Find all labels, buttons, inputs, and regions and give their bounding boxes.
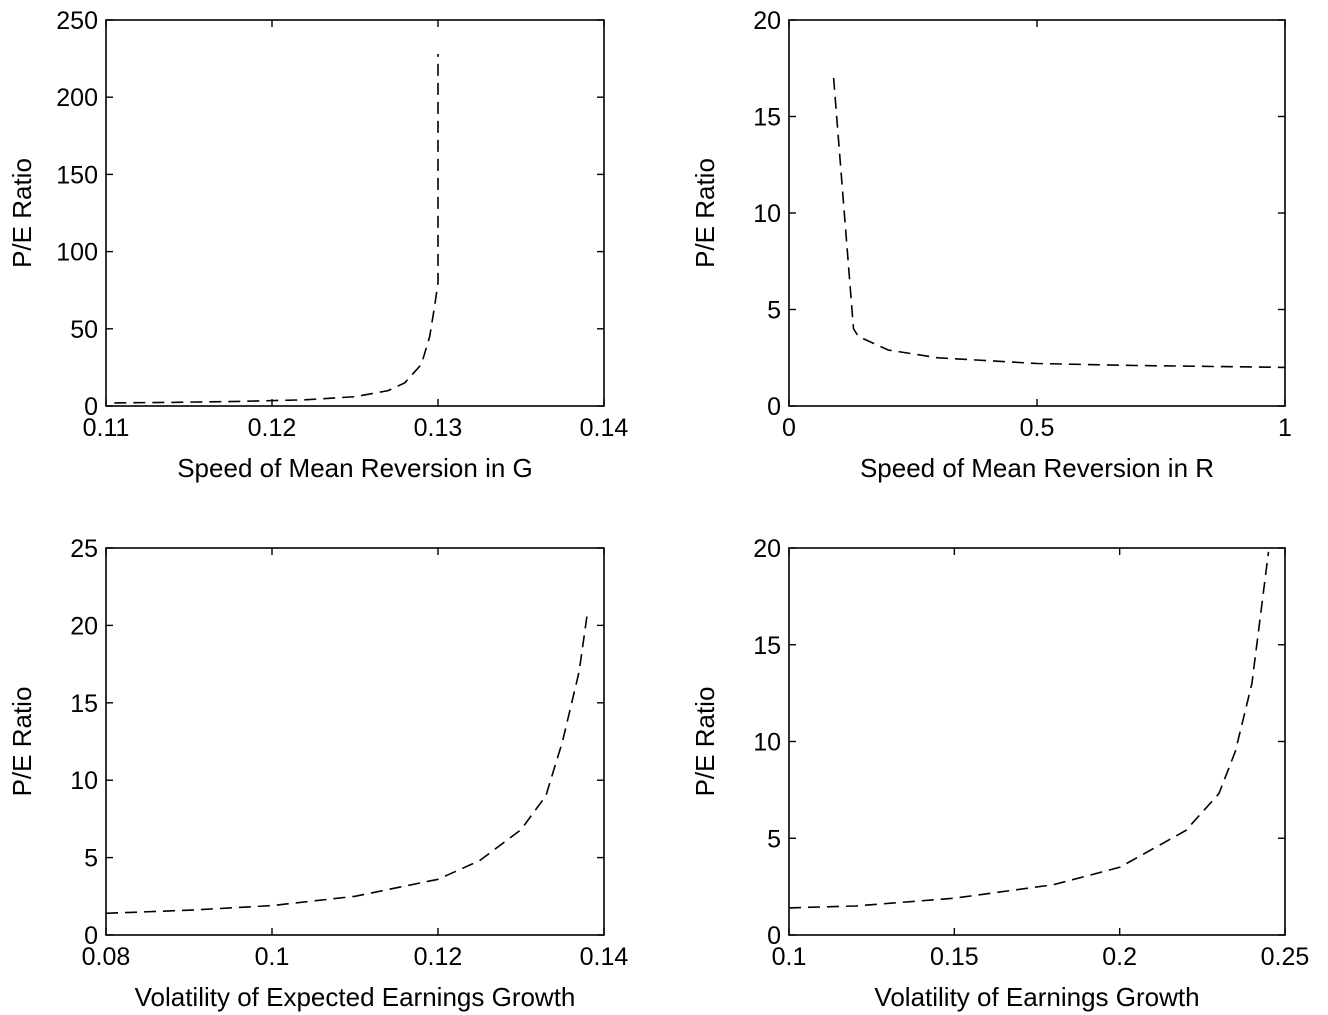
x-tick-label: 0.14 bbox=[580, 943, 629, 971]
x-axis-label: Volatility of Earnings Growth bbox=[874, 982, 1199, 1012]
x-axis-label: Volatility of Expected Earnings Growth bbox=[135, 982, 576, 1012]
y-tick-label: 15 bbox=[70, 690, 98, 718]
y-tick-label: 100 bbox=[56, 239, 98, 267]
y-tick-label: 150 bbox=[56, 161, 98, 189]
y-tick-label: 0 bbox=[84, 922, 98, 950]
plot-frame bbox=[789, 20, 1285, 406]
x-tick-label: 0.12 bbox=[248, 414, 297, 442]
y-tick-label: 15 bbox=[753, 632, 781, 660]
y-tick-label: 0 bbox=[84, 393, 98, 421]
y-axis-label: P/E Ratio bbox=[7, 687, 37, 797]
plot-frame bbox=[106, 548, 604, 935]
y-tick-label: 20 bbox=[753, 535, 781, 563]
x-tick-label: 0.12 bbox=[414, 943, 463, 971]
series-line-1 bbox=[114, 54, 438, 403]
y-tick-label: 15 bbox=[753, 104, 781, 132]
x-tick-label: 0 bbox=[782, 414, 796, 442]
x-axis-label: Speed of Mean Reversion in R bbox=[860, 453, 1214, 483]
y-tick-label: 250 bbox=[56, 7, 98, 35]
x-tick-label: 0.25 bbox=[1261, 943, 1310, 971]
y-tick-label: 0 bbox=[767, 393, 781, 421]
y-tick-label: 25 bbox=[70, 535, 98, 563]
y-tick-label: 5 bbox=[84, 845, 98, 873]
y-axis-label: P/E Ratio bbox=[7, 158, 37, 268]
y-axis-label: P/E Ratio bbox=[690, 158, 720, 268]
x-tick-label: 0.13 bbox=[414, 414, 463, 442]
y-tick-label: 0 bbox=[767, 922, 781, 950]
y-tick-label: 200 bbox=[56, 84, 98, 112]
x-axis-label: Speed of Mean Reversion in G bbox=[177, 453, 533, 483]
series-line-1 bbox=[106, 613, 587, 913]
x-tick-label: 0.2 bbox=[1102, 943, 1137, 971]
y-tick-label: 50 bbox=[70, 316, 98, 344]
y-tick-label: 20 bbox=[70, 612, 98, 640]
plot-frame bbox=[789, 548, 1285, 935]
series-line-1 bbox=[834, 78, 1285, 368]
y-axis-label: P/E Ratio bbox=[690, 687, 720, 797]
y-tick-label: 5 bbox=[767, 297, 781, 325]
series-line-1 bbox=[789, 552, 1269, 908]
y-tick-label: 5 bbox=[767, 825, 781, 853]
x-tick-label: 0.1 bbox=[255, 943, 290, 971]
x-tick-label: 0.5 bbox=[1020, 414, 1055, 442]
y-tick-label: 10 bbox=[753, 729, 781, 757]
x-tick-label: 1 bbox=[1278, 414, 1292, 442]
x-tick-label: 0.14 bbox=[580, 414, 629, 442]
plot-frame bbox=[106, 20, 604, 406]
y-tick-label: 10 bbox=[70, 767, 98, 795]
x-tick-label: 0.15 bbox=[930, 943, 979, 971]
y-tick-label: 10 bbox=[753, 200, 781, 228]
y-tick-label: 20 bbox=[753, 7, 781, 35]
